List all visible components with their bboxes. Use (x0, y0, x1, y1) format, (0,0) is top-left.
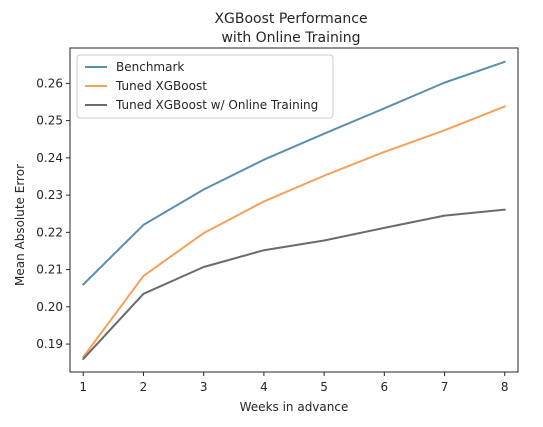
y-tick-label: 0.20 (36, 300, 63, 314)
series-lines (82, 60, 506, 360)
chart-title-line-1: XGBoost Performance (214, 11, 367, 27)
y-tick-label: 0.21 (36, 263, 63, 277)
legend-box (76, 54, 334, 119)
y-tick-label: 0.26 (36, 76, 63, 90)
x-tick-label: 3 (200, 380, 208, 394)
legend-entry-2: Tuned XGBoost w/ Online Training (115, 98, 318, 112)
legend-entry-0: Benchmark (116, 60, 184, 74)
plot-frame (69, 47, 519, 373)
x-tick-label: 8 (501, 380, 509, 394)
series-line-0 (82, 60, 506, 286)
legend: Benchmark Tuned XGBoost Tuned XGBoost w/ O… (76, 54, 334, 119)
y-tick-label: 0.19 (36, 337, 63, 351)
legend-entry-1: Tuned XGBoost (115, 79, 207, 93)
x-tick-label: 7 (441, 380, 449, 394)
y-tick-label: 0.22 (36, 225, 63, 239)
series-line-2 (82, 208, 506, 360)
x-tick-label: 4 (260, 380, 268, 394)
x-axis-label: Weeks in advance (240, 400, 349, 414)
x-tick-label: 2 (140, 380, 148, 394)
y-axis-label: Mean Absolute Error (13, 164, 27, 286)
x-tick-label: 1 (79, 380, 87, 394)
y-tick-label: 0.25 (36, 114, 63, 128)
y-tick-label: 0.23 (36, 188, 63, 202)
axes: 1 2 3 4 5 6 7 8 0.19 0.20 0.21 0.22 0.23 0.24 0.25 0.26 (36, 47, 519, 394)
y-tick-label: 0.24 (36, 151, 63, 165)
series-line-1 (82, 105, 506, 359)
x-tick-label: 6 (381, 380, 389, 394)
chart-title-line-2: with Online Training (221, 30, 360, 46)
x-tick-label: 5 (320, 380, 328, 394)
